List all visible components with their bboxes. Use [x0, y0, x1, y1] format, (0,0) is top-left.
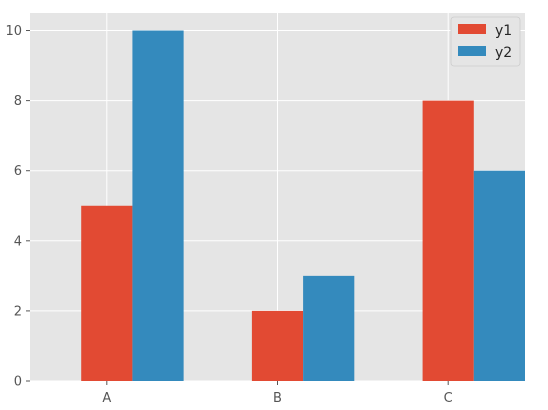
legend-entry-y2: y2	[458, 45, 512, 61]
bar-y1-B	[251, 310, 304, 381]
bar-y2-A	[132, 30, 184, 382]
legend-label-y2: y2	[495, 45, 512, 61]
legend-swatch-y2	[458, 46, 486, 56]
y-tick-label-0: 0	[14, 375, 22, 390]
y-tick-label-4: 4	[14, 234, 22, 249]
bar-y1-C	[422, 100, 474, 381]
bar-y2-B	[303, 275, 355, 381]
x-tick-label-C: C	[444, 391, 453, 406]
legend-swatch-y1	[458, 24, 486, 34]
y-tick-label-10: 10	[5, 24, 22, 39]
x-tick-label-B: B	[273, 391, 282, 406]
y-tick-label-2: 2	[14, 304, 22, 319]
axis-ticks: 0 2 4 6 8 10 A B C	[5, 24, 452, 406]
y-tick-label-6: 6	[14, 164, 22, 179]
bars	[81, 30, 525, 382]
bar-y2-C	[473, 170, 525, 381]
y-tick-label-8: 8	[14, 94, 22, 109]
bar-y1-A	[81, 205, 133, 381]
legend: y1 y2	[450, 16, 521, 67]
legend-label-y1: y1	[495, 23, 512, 39]
x-tick-label-A: A	[102, 391, 111, 406]
legend-entry-y1: y1	[458, 23, 512, 39]
